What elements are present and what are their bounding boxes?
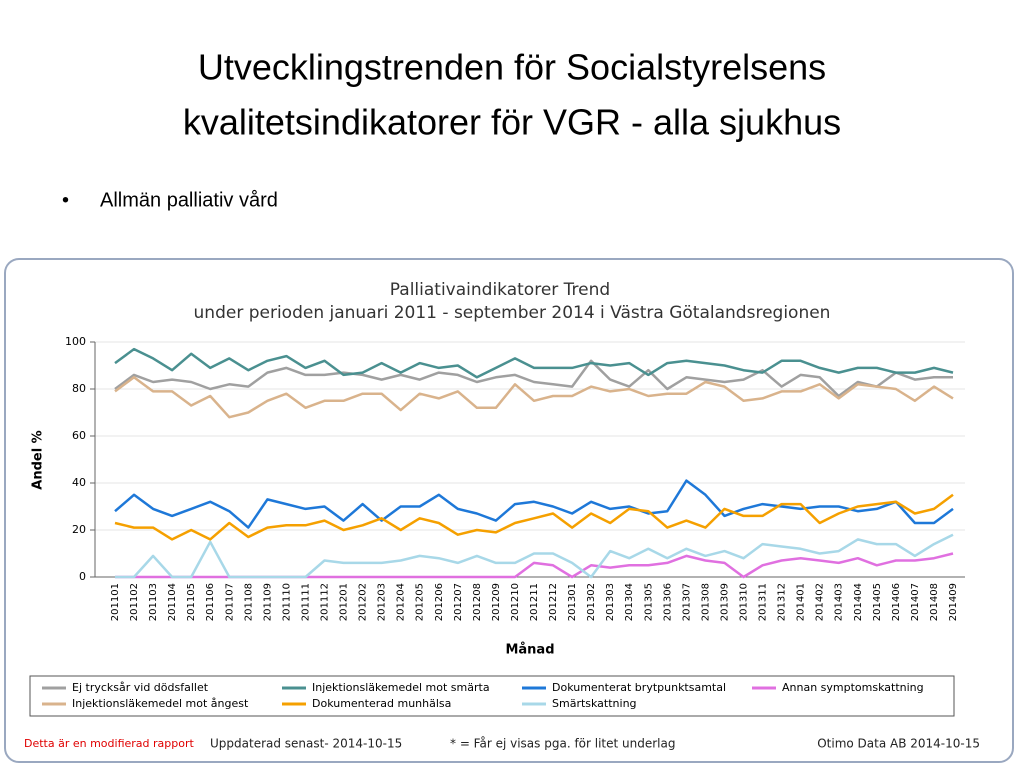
x-tick-label: 201105 <box>186 583 197 621</box>
x-tick-label: 201404 <box>853 583 864 621</box>
x-tick-label: 201409 <box>948 583 959 621</box>
legend-label: Dokumenterat brytpunktsamtal <box>552 681 726 694</box>
footer-legend-note: * = Får ej visas pga. för litet underlag <box>450 737 675 751</box>
x-tick-label: 201203 <box>377 583 388 621</box>
x-axis-label: Månad <box>505 643 554 658</box>
y-axis-label: Andel % <box>31 430 46 489</box>
x-tick-label: 201402 <box>815 583 826 621</box>
x-tick-label: 201102 <box>129 583 140 621</box>
y-tick-label: 60 <box>72 429 86 442</box>
x-tick-label: 201205 <box>415 583 426 621</box>
x-tick-label: 201301 <box>567 583 578 621</box>
legend-label: Ej trycksår vid dödsfallet <box>72 681 209 694</box>
legend-label: Annan symptomskattning <box>782 681 924 694</box>
x-tick-label: 201210 <box>510 583 521 621</box>
x-tick-label: 201310 <box>739 583 750 621</box>
y-tick-label: 100 <box>65 335 86 348</box>
legend-label: Injektionsläkemedel mot smärta <box>312 681 490 694</box>
x-tick-label: 201305 <box>643 583 654 621</box>
x-tick-label: 201104 <box>167 583 178 621</box>
x-tick-label: 201107 <box>224 583 235 621</box>
series-line <box>114 359 953 398</box>
bullet-dot: • <box>62 189 69 211</box>
y-tick-label: 40 <box>72 476 86 489</box>
x-tick-label: 201111 <box>300 583 311 621</box>
x-tick-label: 201403 <box>834 583 845 621</box>
y-tick-label: 0 <box>79 570 86 583</box>
x-tick-label: 201307 <box>681 583 692 621</box>
bullet: Allmän palliativ vård <box>100 189 278 211</box>
x-tick-label: 201202 <box>358 583 369 621</box>
x-tick-label: 201311 <box>758 583 769 621</box>
x-tick-label: 201401 <box>796 583 807 621</box>
x-tick-label: 201303 <box>605 583 616 621</box>
y-tick-label: 80 <box>72 382 86 395</box>
x-tick-label: 201207 <box>453 583 464 621</box>
x-tick-label: 201101 <box>110 583 121 621</box>
y-tick-label: 20 <box>72 523 86 536</box>
series-line <box>114 347 954 379</box>
legend-box <box>29 675 955 717</box>
legend-label: Smärtskattning <box>552 697 637 710</box>
chart-title: Palliativaindikatorer Trend <box>390 280 610 300</box>
series-line <box>114 493 954 541</box>
x-tick-label: 201209 <box>491 583 502 621</box>
x-tick-label: 201312 <box>777 583 788 621</box>
chart-subtitle: under perioden januari 2011 - september … <box>194 303 831 323</box>
x-tick-label: 201108 <box>243 583 254 621</box>
x-tick-label: 201110 <box>281 583 292 621</box>
x-tick-label: 201109 <box>262 583 273 621</box>
footer-updated: Uppdaterad senast- 2014-10-15 <box>210 737 402 751</box>
x-tick-label: 201405 <box>872 583 883 621</box>
x-tick-label: 201112 <box>320 583 331 621</box>
x-tick-label: 201302 <box>586 583 597 621</box>
x-tick-label: 201407 <box>910 583 921 621</box>
series-line <box>114 479 954 529</box>
x-tick-label: 201206 <box>434 583 445 621</box>
x-tick-label: 201408 <box>929 583 940 621</box>
legend-label: Injektionsläkemedel mot ångest <box>72 697 249 710</box>
x-tick-label: 201204 <box>396 583 407 621</box>
x-tick-label: 201103 <box>148 583 159 621</box>
x-tick-label: 201308 <box>700 583 711 621</box>
x-tick-label: 201406 <box>891 583 902 621</box>
x-tick-label: 201306 <box>662 583 673 621</box>
footer-source: Otimo Data AB 2014-10-15 <box>817 737 980 751</box>
x-tick-label: 201201 <box>339 583 350 621</box>
slide-title: kvalitetsindikatorer för VGR - alla sjuk… <box>183 102 841 143</box>
x-tick-label: 201106 <box>205 583 216 621</box>
series-line <box>114 376 954 419</box>
x-tick-label: 201212 <box>548 583 559 621</box>
slide-title: Utvecklingstrenden för Socialstyrelsens <box>198 47 826 88</box>
x-tick-label: 201304 <box>624 583 635 621</box>
x-tick-label: 201208 <box>472 583 483 621</box>
x-tick-label: 201309 <box>719 583 730 621</box>
x-tick-label: 201211 <box>529 583 540 621</box>
series-line <box>115 533 954 579</box>
footer-note: Detta är en modifierad rapport <box>24 737 194 750</box>
legend-label: Dokumenterad munhälsa <box>312 697 451 710</box>
